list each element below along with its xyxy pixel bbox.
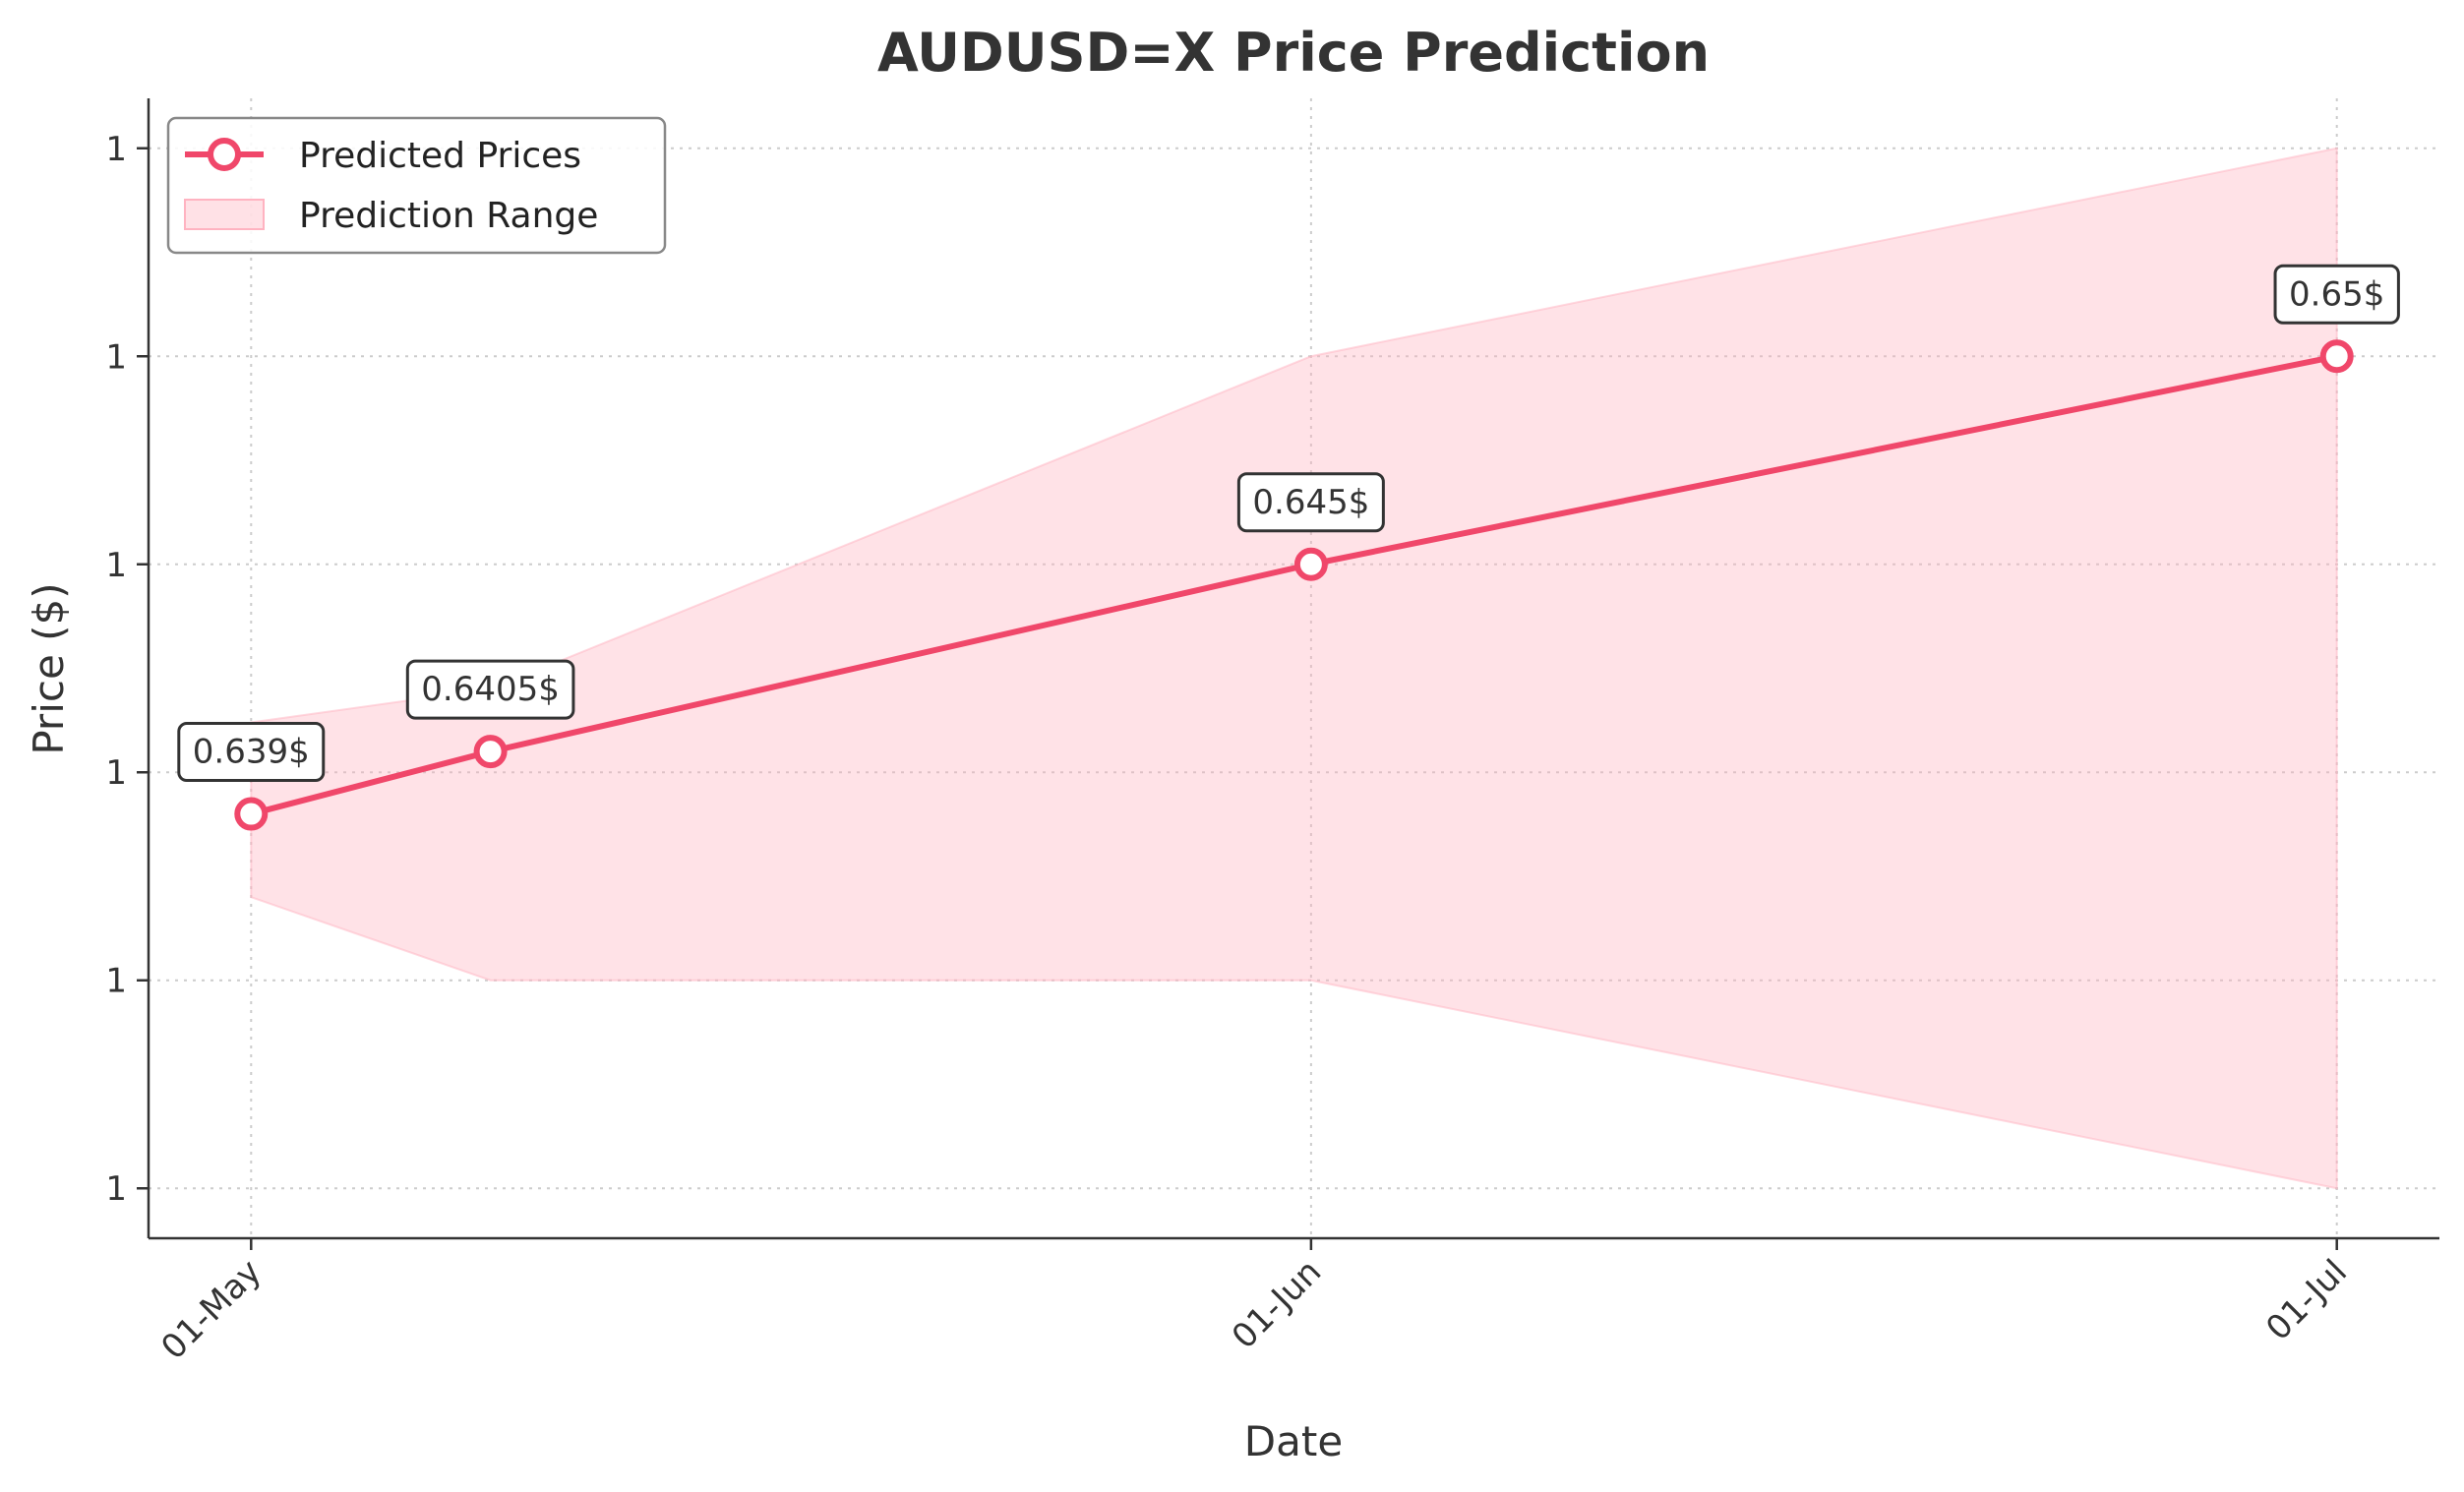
y-tick-label: 1 <box>105 1169 127 1209</box>
y-tick-label: 1 <box>105 962 127 1001</box>
data-label-box: 0.6405$ <box>405 659 575 720</box>
data-label-box: 0.639$ <box>177 722 326 783</box>
predicted-price-points <box>234 339 2354 831</box>
predicted-price-point <box>1293 547 1328 581</box>
legend-label-prediction-range: Prediction Range <box>299 196 598 236</box>
data-label: 0.639$ <box>193 733 310 772</box>
y-axis-ticks: 1 1 1 1 1 1 <box>105 130 149 1209</box>
predicted-prices-polyline <box>250 353 2338 817</box>
data-label-box: 0.65$ <box>2273 264 2400 325</box>
predicted-price-point <box>473 735 508 769</box>
data-label: 0.6405$ <box>421 670 560 709</box>
axes <box>147 98 2439 1240</box>
legend-frame <box>166 116 667 255</box>
data-label-frame <box>405 659 575 720</box>
x-tick-label: 01-Jun <box>1225 1252 1329 1356</box>
y-tick-label: 1 <box>105 130 127 169</box>
prediction-range-band <box>250 147 2338 1190</box>
data-label-frame <box>1236 472 1385 533</box>
data-label-box: 0.645$ <box>1236 472 1385 533</box>
legend: Predicted Prices Prediction Range <box>166 116 667 255</box>
data-label: 0.65$ <box>2289 274 2384 314</box>
chart-title: AUDUSD=X Price Prediction <box>877 22 1710 84</box>
x-axis-label: Date <box>1244 1417 1343 1465</box>
legend-area-swatch <box>184 199 265 230</box>
predicted-prices-line <box>250 353 2338 817</box>
legend-marker-swatch <box>208 138 241 171</box>
data-label-frame <box>2273 264 2400 325</box>
predicted-price-point <box>2319 339 2354 374</box>
data-label-frame <box>177 722 326 783</box>
y-tick-label: 1 <box>105 337 127 377</box>
x-tick-label: 01-Jul <box>2258 1252 2355 1348</box>
x-tick-label: 01-May <box>153 1252 269 1367</box>
y-axis-label: Price ($) <box>25 582 73 754</box>
data-labels: 0.639$ 0.6405$ 0.645$ 0.65$ <box>177 264 2400 783</box>
data-label: 0.645$ <box>1252 483 1369 522</box>
y-tick-label: 1 <box>105 546 127 585</box>
prediction-range-area <box>250 147 2338 1190</box>
y-tick-label: 1 <box>105 753 127 793</box>
x-axis-ticks: 01-May 01-Jun 01-Jul <box>153 1238 2355 1367</box>
legend-label-predicted-prices: Predicted Prices <box>299 136 581 176</box>
predicted-price-point <box>234 797 269 831</box>
